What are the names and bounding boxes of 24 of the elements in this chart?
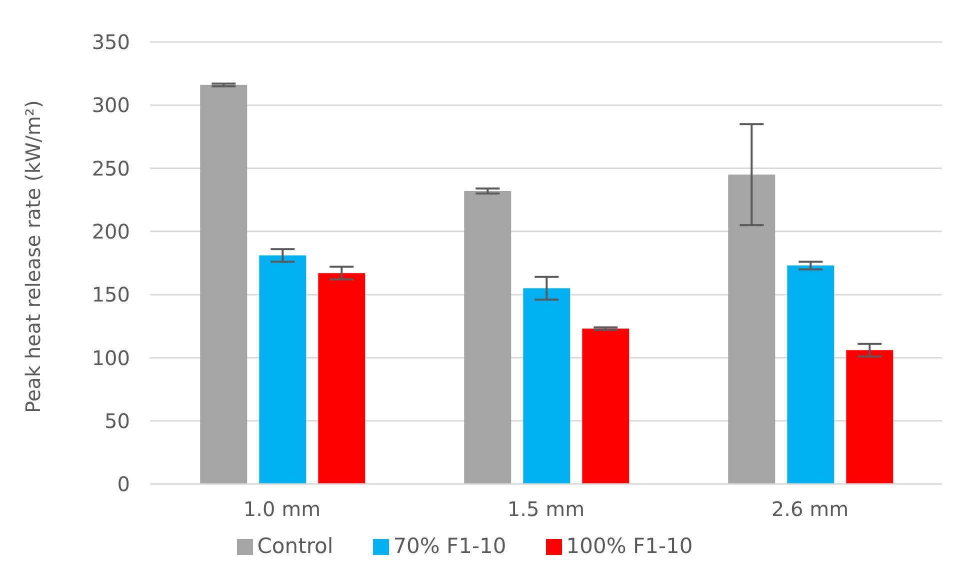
bar [318, 273, 366, 484]
y-tick-label: 350 [92, 30, 130, 54]
bar [259, 255, 306, 484]
y-tick-label: 300 [92, 93, 130, 118]
bar [200, 84, 248, 484]
y-tick-label: 50 [104, 408, 130, 433]
y-tick-label: 100 [92, 346, 130, 370]
y-tick-label: 150 [92, 282, 130, 307]
legend-label: Control [257, 534, 334, 558]
bar [846, 350, 894, 484]
bar [728, 174, 776, 484]
legend-label: 100% F1-10 [566, 534, 693, 558]
x-tick-label: 1.5 mm [507, 497, 585, 522]
bar [464, 191, 512, 484]
y-tick-label: 200 [92, 220, 130, 244]
y-tick-label: 250 [92, 156, 130, 180]
legend-label: 70% F1-10 [393, 534, 506, 558]
bar [523, 288, 570, 484]
y-axis-title: Peak heat release rate (kW/m²) [21, 100, 46, 413]
x-tick-label: 2.6 mm [771, 497, 849, 522]
bar [582, 328, 630, 484]
x-tick-label: 1.0 mm [243, 497, 321, 522]
y-tick-label: 0 [117, 472, 130, 496]
bar [787, 266, 834, 484]
